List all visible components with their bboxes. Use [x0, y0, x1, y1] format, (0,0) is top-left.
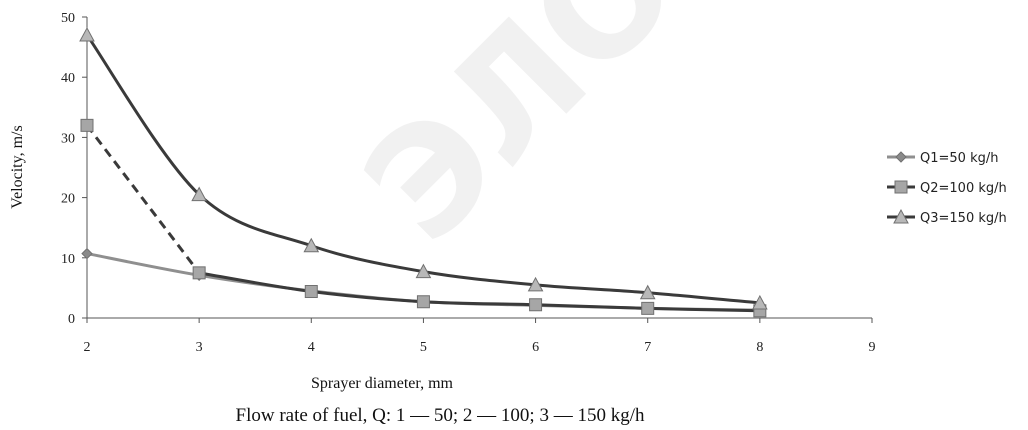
series-3: [79, 27, 768, 310]
legend-label: Q3=150 kg/h: [920, 211, 1007, 226]
series-3-point: [752, 294, 768, 310]
y-tick-label: 30: [61, 131, 75, 146]
series-3-point: [527, 276, 544, 292]
x-tick-label: 4: [308, 340, 315, 355]
y-tick-label: 20: [61, 192, 75, 207]
axes: 0 10 20 30 40 50 2 3 4 5 6 7 8 9: [61, 11, 876, 355]
x-tick-label: 2: [84, 340, 91, 355]
series-3-point: [415, 263, 432, 279]
legend-label: Q1=50 kg/h: [920, 151, 998, 166]
series-2-dashed-line: [85, 124, 201, 274]
watermark: ЭЛОЗИТОРИЙ: [332, 0, 1028, 275]
series-2-point: [304, 285, 318, 299]
series-2-point: [416, 295, 430, 309]
legend-marker: [894, 180, 908, 194]
y-tick-label: 0: [68, 312, 75, 327]
legend-item-3: Q3=150 kg/h: [887, 208, 1007, 226]
y-tick-label: 10: [61, 252, 75, 267]
legend-item-2: Q2=100 kg/h: [887, 180, 1007, 196]
x-axis-title: Sprayer diameter, mm: [311, 375, 454, 392]
series-2-point: [80, 118, 94, 132]
y-tick-label: 50: [61, 11, 75, 26]
legend-marker: [895, 151, 907, 163]
series-3-point: [303, 237, 320, 253]
x-tick-label: 7: [644, 340, 651, 355]
series-3-point: [639, 284, 656, 300]
y-axis-title: Velocity, m/s: [9, 125, 26, 208]
figure-caption: Flow rate of fuel, Q: 1 — 50; 2 — 100; 3…: [236, 405, 645, 426]
legend-marker: [893, 208, 909, 224]
x-tick-label: 6: [532, 340, 539, 355]
series-1-point: [81, 247, 93, 260]
x-tick-label: 3: [196, 340, 203, 355]
series-2-line: [198, 271, 760, 313]
legend-item-1: Q1=50 kg/h: [887, 151, 998, 166]
series-2-point: [529, 298, 543, 312]
x-tick-label: 9: [869, 340, 876, 355]
series-2-point: [192, 266, 206, 280]
series-layer: [79, 27, 768, 318]
legend-label: Q2=100 kg/h: [920, 181, 1007, 196]
x-tick-label: 8: [756, 340, 763, 355]
x-tick-label: 5: [420, 340, 427, 355]
legend: Q1=50 kg/h Q2=100 kg/h Q3=150 kg/h: [887, 151, 1007, 226]
series-3-point: [79, 27, 95, 42]
y-tick-label: 40: [61, 71, 75, 86]
series-3-point: [191, 186, 207, 202]
series-2-point: [641, 301, 655, 315]
series-2: [80, 118, 767, 318]
